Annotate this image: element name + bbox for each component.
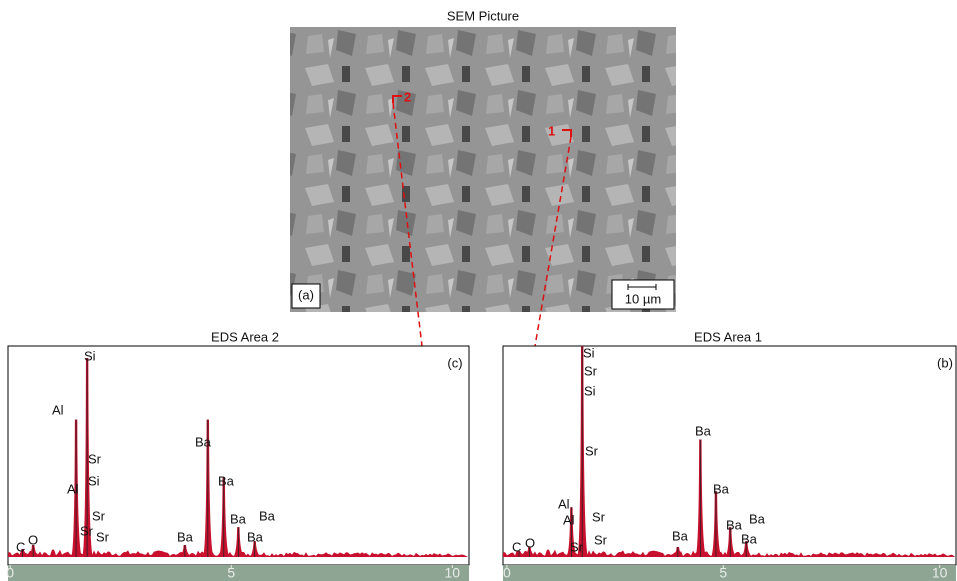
peak-label: Ba	[695, 423, 712, 438]
peak-label: Ba	[749, 511, 766, 526]
peak	[202, 419, 214, 557]
peak	[710, 491, 722, 557]
peak-label: Sr	[96, 529, 110, 544]
x-tick-label: 5	[719, 565, 727, 581]
peak	[218, 477, 230, 557]
x-tick-label: 10	[932, 565, 948, 581]
marker-label: 2	[404, 89, 411, 104]
scale-box	[611, 279, 675, 310]
axis-strip	[503, 565, 956, 581]
axis-strip	[8, 565, 469, 581]
peak-label: Al	[52, 402, 64, 417]
connector	[534, 136, 572, 347]
peak	[725, 527, 737, 557]
peak-label: Sr	[592, 509, 606, 524]
peak	[577, 346, 589, 557]
sem-shade	[290, 27, 676, 312]
peak	[524, 547, 536, 557]
peak-label: Ba	[713, 481, 730, 496]
peak-label: Sr	[92, 508, 106, 523]
peak	[233, 527, 245, 557]
peak	[566, 507, 578, 557]
panel-label: (b)	[937, 355, 953, 370]
marker-bracket	[562, 129, 572, 137]
peak-label: Ba	[177, 529, 194, 544]
peak-label: C	[512, 539, 521, 554]
peak	[17, 549, 29, 557]
peak-label: Ba	[726, 517, 743, 532]
marker-label: 1	[548, 123, 555, 138]
panel-label: (c)	[447, 355, 462, 370]
peak-label: Ba	[230, 511, 247, 526]
peak	[514, 551, 526, 557]
peak	[695, 439, 707, 557]
connector	[392, 102, 423, 347]
peak	[28, 545, 40, 557]
x-tick-label: 5	[227, 565, 235, 581]
peak-label: Sr	[585, 443, 599, 458]
x-tick-label: 10	[445, 565, 461, 581]
peak-label: Al	[67, 481, 79, 496]
peak-label: Sr	[584, 363, 598, 378]
peak-label: Sr	[88, 451, 102, 466]
peak-label: O	[525, 535, 535, 550]
peak-label: Ba	[741, 531, 758, 546]
peak-label: Sr	[570, 539, 584, 554]
peak-label: Al	[558, 496, 570, 511]
peak-label: C	[16, 539, 25, 554]
spectrum-title: EDS Area 1	[694, 329, 762, 344]
panel-box	[291, 283, 321, 309]
sem-title: SEM Picture	[447, 8, 519, 23]
peak-label: Sr	[594, 532, 608, 547]
background-noise	[8, 549, 468, 557]
spectrum-title: EDS Area 2	[211, 329, 279, 344]
background-noise	[503, 549, 955, 557]
peak-label: Si	[584, 383, 596, 398]
peak-label: O	[28, 532, 38, 547]
scale-label: 10 µm	[625, 291, 661, 306]
peak	[249, 541, 261, 557]
peak-label: Ba	[195, 434, 212, 449]
peak-label: Ba	[218, 473, 235, 488]
peak-label: Al	[563, 512, 575, 527]
marker-bracket	[392, 95, 402, 103]
x-tick-label: 0	[503, 565, 511, 581]
panel-label: (a)	[298, 287, 314, 302]
peak-label: Ba	[247, 529, 264, 544]
peak	[82, 357, 94, 557]
peak-label: Si	[84, 348, 96, 363]
peak-label: Si	[583, 345, 595, 360]
sem-image	[290, 27, 676, 312]
peak-label: Sr	[80, 523, 94, 538]
x-tick-label: 0	[6, 565, 14, 581]
peak-label: Ba	[672, 528, 689, 543]
peak-label: Si	[88, 473, 100, 488]
peak	[672, 547, 684, 557]
peak	[179, 545, 191, 557]
peak	[71, 419, 83, 557]
scale-bar	[627, 284, 657, 290]
peak	[741, 541, 753, 557]
peak-label: Ba	[259, 508, 276, 523]
